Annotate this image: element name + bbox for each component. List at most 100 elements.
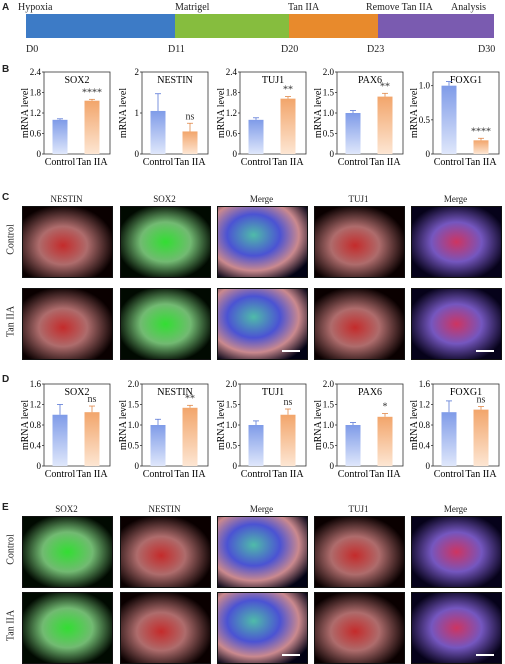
timeline-phase-label: Remove Tan IIA <box>366 2 433 13</box>
y-tick-label: 1.0 <box>323 420 335 430</box>
bar-chart: PAX6 mRNA level 0 0.5 1.0 1.5 2.0 Control Tan II… <box>313 379 404 480</box>
scale-bar <box>476 654 494 656</box>
y-tick-label: 2.0 <box>323 379 335 389</box>
y-tick-label: 1.6 <box>419 379 431 389</box>
y-axis-label: mRNA level <box>20 88 31 138</box>
scale-bar <box>476 350 494 352</box>
bar-control <box>52 119 68 154</box>
micrograph-row-label: Control <box>5 534 17 565</box>
y-tick-label: 1.0 <box>226 420 238 430</box>
y-tick-label: 0 <box>233 149 238 159</box>
chart-title: PAX6 <box>358 387 382 398</box>
chart-title: TUJ1 <box>262 387 284 398</box>
x-tick-label: Tan IIA <box>369 157 401 168</box>
y-tick-label: 1.2 <box>226 108 237 118</box>
timeline-day: D23 <box>367 44 385 55</box>
micrograph-image <box>217 592 308 664</box>
micrograph-column-title: NESTIN <box>50 194 83 204</box>
timeline-bar-tan-iia <box>289 14 378 38</box>
bar-chart: SOX2 mRNA level 0 0.4 0.8 1.2 1.6 Control Tan II… <box>20 379 111 480</box>
micrograph-image <box>217 516 308 588</box>
micrograph-image <box>314 516 405 588</box>
micrograph-image <box>22 516 113 588</box>
micrograph-column-title: TUJ1 <box>348 194 369 204</box>
micrograph-row-label: Tan IIA <box>5 609 17 642</box>
bar-control <box>150 110 166 154</box>
x-tick-label: Control <box>338 157 369 168</box>
y-tick-label: 1.5 <box>323 88 335 98</box>
y-tick-label: 2.4 <box>226 67 238 77</box>
bar-control <box>52 414 68 466</box>
bar-control <box>441 85 457 154</box>
x-tick-label: Control <box>45 469 76 480</box>
bar-tan-iia <box>182 131 198 154</box>
y-tick-label: 0.5 <box>323 129 335 139</box>
y-axis-label: mRNA level <box>313 400 324 450</box>
bar-control <box>150 425 166 466</box>
micrograph-column-title: SOX2 <box>55 504 78 514</box>
chart-title: FOXG1 <box>450 75 482 86</box>
y-tick-label: 1.6 <box>30 379 42 389</box>
x-tick-label: Control <box>143 469 174 480</box>
micrograph-column-title: Merge <box>443 504 468 514</box>
micrograph-image <box>314 206 405 278</box>
x-tick-label: Control <box>338 469 369 480</box>
y-axis-label: mRNA level <box>409 400 420 450</box>
y-tick-label: 0 <box>135 149 140 159</box>
y-tick-label: 1.8 <box>226 88 238 98</box>
x-tick-label: Tan IIA <box>369 469 401 480</box>
timeline-day: D0 <box>26 44 39 55</box>
bar-chart: NESTIN mRNA level 0 1 2 Control Tan IIA ns <box>118 67 209 168</box>
chart-title: PAX6 <box>358 75 382 86</box>
y-tick-label: 0 <box>426 149 431 159</box>
micrograph-image <box>22 206 113 278</box>
timeline-phase-label: Matrigel <box>175 2 210 13</box>
micrograph-row-label: Control <box>5 224 17 255</box>
micrograph-column-title: NESTIN <box>148 504 181 514</box>
bar-control <box>441 412 457 466</box>
y-tick-label: 1 <box>135 108 140 118</box>
bar-tan-iia <box>84 412 100 466</box>
chart-title: SOX2 <box>64 75 89 86</box>
bar-chart: SOX2 mRNA level 0 0.6 1.2 1.8 2.4 Control Tan II… <box>20 67 111 168</box>
x-tick-label: Control <box>45 157 76 168</box>
panel-letter-d: D <box>2 374 10 385</box>
micrograph-image <box>120 516 211 588</box>
significance-marker: ** <box>185 393 195 404</box>
y-tick-label: 0 <box>426 461 431 471</box>
y-tick-label: 2.0 <box>323 67 335 77</box>
bar-chart: PAX6 mRNA level 0 0.5 1.0 1.5 2.0 Control Tan II… <box>313 67 404 168</box>
significance-marker: ns <box>284 397 293 408</box>
x-tick-label: Tan IIA <box>174 469 206 480</box>
bar-tan-iia <box>280 98 296 154</box>
micrograph-row-label: Tan IIA <box>5 305 17 338</box>
micrograph-image <box>314 288 405 360</box>
scale-bar <box>282 654 300 656</box>
bar-tan-iia <box>377 416 393 466</box>
micrograph-image <box>411 288 502 360</box>
y-axis-label: mRNA level <box>216 88 227 138</box>
x-tick-label: Tan IIA <box>465 157 497 168</box>
x-tick-label: Control <box>434 157 465 168</box>
y-tick-label: 0.6 <box>30 129 42 139</box>
significance-marker: ns <box>477 395 486 406</box>
y-tick-label: 1.2 <box>30 400 41 410</box>
y-tick-label: 0 <box>135 461 140 471</box>
bar-control <box>248 119 264 154</box>
timeline-day: D30 <box>478 44 496 55</box>
significance-marker: ns <box>88 394 97 405</box>
significance-marker: **** <box>82 87 102 98</box>
micrograph-image <box>120 592 211 664</box>
y-tick-label: 0.4 <box>419 441 431 451</box>
y-tick-label: 0 <box>330 149 335 159</box>
panel-letter-a: A <box>2 2 10 13</box>
y-tick-label: 0 <box>233 461 238 471</box>
x-tick-label: Tan IIA <box>272 469 304 480</box>
y-tick-label: 0 <box>37 461 42 471</box>
bar-tan-iia <box>377 96 393 154</box>
bar-tan-iia <box>473 409 489 466</box>
x-tick-label: Tan IIA <box>76 157 108 168</box>
bar-control <box>248 425 264 466</box>
chart-title: NESTIN <box>157 75 193 86</box>
micrograph-image <box>217 206 308 278</box>
